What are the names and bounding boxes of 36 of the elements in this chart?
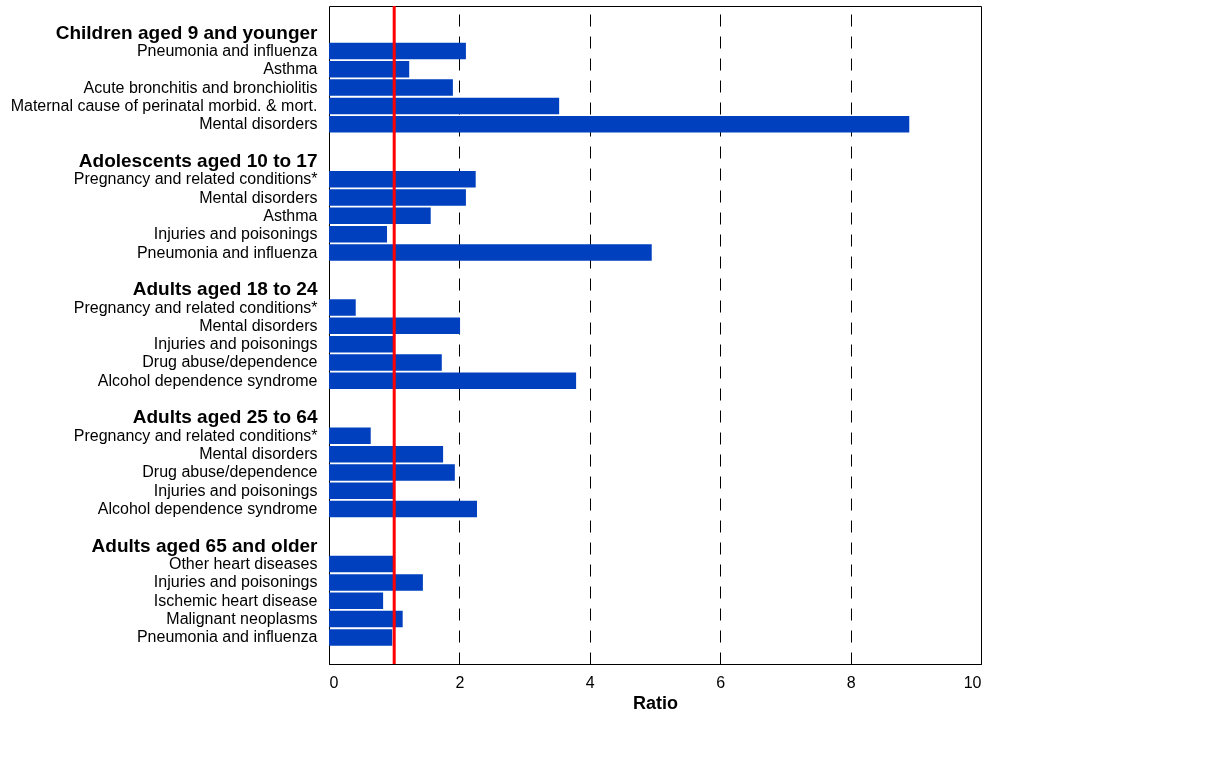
x-tick-label: 4 — [585, 673, 595, 691]
y-tick-label: Pneumonia and influenza — [136, 628, 318, 646]
y-tick-label: Malignant neoplasms — [166, 610, 318, 628]
y-tick-label: Pneumonia and influenza — [136, 243, 318, 261]
y-tick-label: Drug abuse/dependence — [142, 353, 318, 371]
y-tick-label: Mental disorders — [199, 188, 318, 206]
y-tick-label: Mental disorders — [199, 445, 318, 463]
y-tick-label: Maternal cause of perinatal morbid. & mort. — [10, 96, 318, 114]
y-tick-label: Children aged 9 and younger — [55, 21, 319, 43]
y-tick-label: Adults aged 18 to 24 — [132, 278, 318, 300]
y-tick-label: Alcohol dependence syndrome — [97, 500, 318, 518]
y-tick-label: Pregnancy and related conditions* — [73, 426, 318, 444]
y-tick-label: Pregnancy and related conditions* — [73, 298, 318, 316]
y-tick-label: Asthma — [263, 206, 318, 224]
y-tick-label: Other heart diseases — [168, 555, 318, 573]
y-tick-label: Pregnancy and related conditions* — [73, 170, 318, 188]
y-tick-label: Adults aged 25 to 64 — [132, 406, 318, 428]
y-tick-label: Adults aged 65 and older — [91, 534, 319, 556]
y-tick-label: Ischemic heart disease — [153, 591, 318, 609]
y-tick-label: Asthma — [263, 60, 318, 78]
y-tick-label: Injuries and poisonings — [153, 573, 318, 591]
y-tick-label: Adolescents aged 10 to 17 — [78, 149, 318, 171]
y-tick-label: Mental disorders — [199, 316, 318, 334]
x-tick-label: 10 — [963, 673, 982, 691]
y-tick-label: Alcohol dependence syndrome — [97, 371, 318, 389]
x-axis-title: Ratio — [633, 692, 678, 713]
y-tick-label: Injuries and poisonings — [153, 481, 318, 499]
y-tick-label: Drug abuse/dependence — [142, 463, 318, 481]
x-tick-label: 2 — [455, 673, 465, 691]
y-tick-label: Injuries and poisonings — [153, 225, 318, 243]
y-tick-label: Injuries and poisonings — [153, 335, 318, 353]
y-tick-label: Acute bronchitis and bronchiolitis — [83, 78, 318, 96]
y-tick-label: Mental disorders — [199, 115, 318, 133]
x-tick-label: 0 — [329, 673, 339, 691]
x-tick-label: 6 — [716, 673, 726, 691]
x-tick-label: 8 — [846, 673, 856, 691]
